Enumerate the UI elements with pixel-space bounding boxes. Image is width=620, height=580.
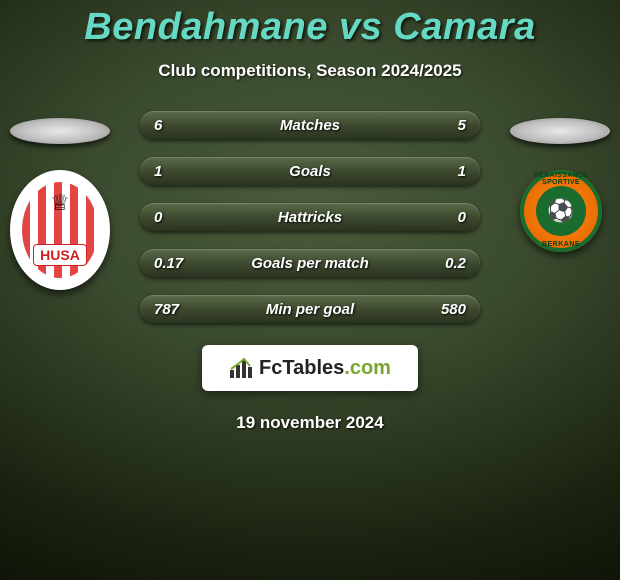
stat-label: Matches — [280, 117, 340, 134]
stat-left-value: 0 — [154, 209, 194, 226]
stat-right-value: 580 — [426, 301, 466, 318]
stat-row-hattricks: 0 Hattricks 0 — [140, 203, 480, 231]
brand-name: FcTables — [259, 357, 344, 379]
stat-right-value: 1 — [426, 163, 466, 180]
stat-row-matches: 6 Matches 5 — [140, 111, 480, 139]
berkane-ring-top: RENAISSANCE SPORTIVE — [520, 172, 602, 186]
disc-shadow — [10, 118, 110, 144]
soccer-ball-icon: ⚽ — [536, 186, 586, 236]
comparison-card: Bendahmane vs Camara Club competitions, … — [0, 0, 620, 580]
brand-suffix: .com — [344, 357, 391, 379]
date-text: 19 november 2024 — [0, 413, 620, 433]
stat-label: Goals per match — [251, 255, 369, 272]
page-title: Bendahmane vs Camara — [0, 6, 620, 49]
stat-label: Hattricks — [278, 209, 342, 226]
subtitle: Club competitions, Season 2024/2025 — [0, 61, 620, 81]
stat-left-value: 0.17 — [154, 255, 194, 272]
bars-icon — [229, 357, 253, 379]
stat-row-min-per-goal: 787 Min per goal 580 — [140, 295, 480, 323]
stat-row-goals-per-match: 0.17 Goals per match 0.2 — [140, 249, 480, 277]
stat-right-value: 0 — [426, 209, 466, 226]
husa-badge: ♕ HUSA — [10, 170, 110, 290]
stat-label: Goals — [289, 163, 331, 180]
team-right-logo: RENAISSANCE SPORTIVE ⚽ BERKANE — [510, 128, 610, 248]
stat-left-value: 6 — [154, 117, 194, 134]
stat-left-value: 787 — [154, 301, 194, 318]
berkane-badge: RENAISSANCE SPORTIVE ⚽ BERKANE — [520, 170, 602, 252]
team-left-logo: ♕ HUSA — [10, 128, 110, 248]
fctables-brand[interactable]: FcTables.com — [202, 345, 418, 391]
stat-right-value: 5 — [426, 117, 466, 134]
crown-icon: ♕ — [50, 190, 70, 216]
stat-right-value: 0.2 — [426, 255, 466, 272]
stat-label: Min per goal — [266, 301, 354, 318]
stat-row-goals: 1 Goals 1 — [140, 157, 480, 185]
disc-shadow — [510, 118, 610, 144]
stat-left-value: 1 — [154, 163, 194, 180]
brand-text: FcTables.com — [259, 357, 391, 380]
husa-code: HUSA — [33, 244, 87, 266]
berkane-ring-bottom: BERKANE — [520, 241, 602, 248]
